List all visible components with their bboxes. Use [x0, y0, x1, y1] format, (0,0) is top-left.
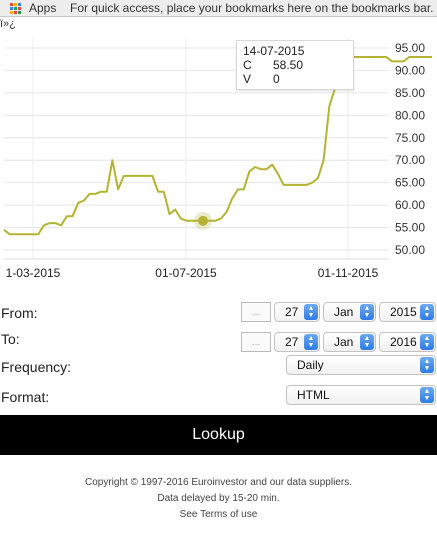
hover-point: [198, 215, 208, 226]
to-day-value: 27: [285, 335, 299, 349]
frequency-value: Daily: [297, 358, 324, 372]
price-chart-svg: 50.00 55.00 60.00 65.00 70.00 75.00 80.00 85.00…: [3, 39, 432, 280]
y-tick-label: 70.00: [395, 153, 425, 167]
y-tick-label: 80.00: [395, 108, 425, 122]
x-tick-label: 1-03-2015: [6, 266, 61, 280]
apps-link[interactable]: Apps: [29, 1, 57, 15]
format-row: Format: HTML ▲ ▼: [0, 385, 437, 409]
frequency-row: Frequency: Daily ▲ ▼: [0, 355, 437, 379]
broken-image-icon: …: [251, 337, 261, 347]
chevron-up-down-icon: ▲ ▼: [420, 357, 434, 373]
broken-image-icon: …: [251, 307, 261, 317]
x-tick-label: 01-11-2015: [318, 266, 379, 280]
y-tick-label: 55.00: [395, 221, 425, 235]
delay-notice: Data delayed by 15-20 min.: [157, 493, 280, 504]
lookup-button[interactable]: Lookup: [0, 415, 437, 455]
to-month-select[interactable]: Jan ▲ ▼: [323, 332, 376, 352]
y-tick-label: 85.00: [395, 86, 425, 100]
format-label: Format:: [1, 389, 50, 405]
apps-grid-icon[interactable]: [10, 3, 21, 14]
from-year-value: 2015: [390, 305, 417, 319]
chevron-up-down-icon: ▲ ▼: [304, 304, 318, 320]
bookmarks-hint: For quick access, place your bookmarks h…: [70, 1, 434, 15]
tooltip-volume-label: V: [243, 72, 252, 86]
chevron-up-down-icon: ▲ ▼: [304, 334, 318, 350]
bookmarks-bar: Apps For quick access, place your bookma…: [0, 0, 437, 17]
copyright-text: Copyright © 1997-2016 Euroinvestor and o…: [85, 477, 352, 488]
x-tick-label: 01-07-2015: [155, 266, 217, 280]
y-tick-label: 65.00: [395, 176, 425, 190]
chevron-up-down-icon: ▲ ▼: [360, 334, 374, 350]
tooltip-volume-value: 0: [273, 72, 280, 86]
frequency-label: Frequency:: [1, 359, 72, 375]
from-day-value: 27: [285, 305, 299, 319]
from-calendar-button[interactable]: …: [241, 302, 271, 322]
to-year-value: 2016: [390, 335, 417, 349]
to-row: To: … 27 ▲ ▼ Jan ▲ ▼ 2016 ▲ ▼: [0, 331, 437, 356]
to-label: To:: [1, 331, 20, 347]
to-calendar-button[interactable]: …: [241, 332, 271, 352]
to-month-value: Jan: [334, 335, 354, 349]
chart-tooltip: 14-07-2015 C 58.50 V 0: [236, 40, 354, 90]
from-year-select[interactable]: 2015 ▲ ▼: [379, 302, 436, 322]
from-label: From:: [1, 305, 38, 321]
from-row: From: … 27 ▲ ▼ Jan ▲ ▼ 2015 ▲ ▼: [0, 302, 437, 326]
y-tick-label: 90.00: [395, 63, 425, 77]
stray-bom-text: ï»¿: [0, 18, 16, 30]
price-chart[interactable]: 50.00 55.00 60.00 65.00 70.00 75.00 80.00 85.00…: [0, 34, 437, 284]
terms-link[interactable]: See Terms of use: [179, 509, 258, 520]
to-day-select[interactable]: 27 ▲ ▼: [274, 332, 320, 352]
tooltip-close-value: 58.50: [273, 58, 304, 72]
format-value: HTML: [297, 388, 330, 402]
from-day-select[interactable]: 27 ▲ ▼: [274, 302, 320, 322]
tooltip-close-label: C: [243, 58, 252, 72]
y-tick-label: 95.00: [395, 41, 425, 55]
tooltip-date: 14-07-2015: [243, 44, 305, 58]
from-month-value: Jan: [334, 305, 354, 319]
chevron-up-down-icon: ▲ ▼: [420, 334, 434, 350]
y-tick-label: 50.00: [395, 243, 425, 257]
to-year-select[interactable]: 2016 ▲ ▼: [379, 332, 436, 352]
price-series-line: [3, 56, 432, 236]
footer: Copyright © 1997-2016 Euroinvestor and o…: [0, 475, 437, 523]
chevron-up-down-icon: ▲ ▼: [420, 304, 434, 320]
format-select[interactable]: HTML ▲ ▼: [286, 385, 436, 405]
y-tick-label: 75.00: [395, 131, 425, 145]
from-month-select[interactable]: Jan ▲ ▼: [323, 302, 376, 322]
frequency-select[interactable]: Daily ▲ ▼: [286, 355, 436, 375]
chevron-up-down-icon: ▲ ▼: [360, 304, 374, 320]
y-tick-label: 60.00: [395, 198, 425, 212]
chevron-up-down-icon: ▲ ▼: [420, 387, 434, 403]
